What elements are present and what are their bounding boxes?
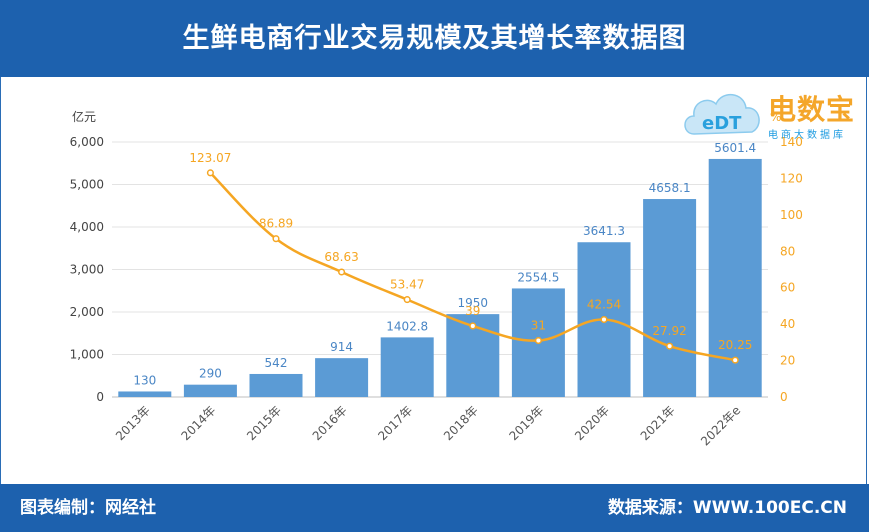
logo-name: 电数宝 <box>768 93 856 126</box>
x-tick-label: 2016年 <box>310 403 350 443</box>
growth-rate-label: 39 <box>465 304 480 318</box>
y-right-tick-label: 80 <box>780 244 795 258</box>
y-right-unit: % <box>770 110 781 124</box>
footer-source: 数据来源：WWW.100EC.CN <box>607 498 847 518</box>
x-tick-label: 2013年 <box>113 403 153 443</box>
cloud-logo-icon: eDT <box>684 94 760 135</box>
growth-rate-point <box>403 296 411 304</box>
growth-rate-label: 86.89 <box>259 217 293 231</box>
growth-rate-point <box>206 169 214 177</box>
y-right-tick-label: 120 <box>780 171 803 185</box>
x-tick-label: 2015年 <box>244 403 284 443</box>
growth-rate-point <box>600 315 608 324</box>
y-right-tick-label: 40 <box>780 317 795 331</box>
growth-rate-label: 27.92 <box>652 324 686 338</box>
y-left-tick-label: 3,000 <box>70 263 104 277</box>
growth-rate-label: 53.47 <box>390 278 424 292</box>
growth-rate-label: 42.54 <box>587 298 621 312</box>
bar <box>183 384 237 397</box>
growth-rate-point <box>666 342 674 350</box>
chart: 0 1,000 2,000 3,000 4,000 5,000 6,000 0 20 40 60 80… <box>70 109 803 448</box>
y-left-tick-label: 6,000 <box>70 135 104 149</box>
x-tick-label: 2021年 <box>638 403 678 443</box>
bar <box>380 337 434 397</box>
bar <box>118 391 172 397</box>
bar-value-label: 2554.5 <box>517 270 559 284</box>
x-tick-label: 2017年 <box>375 403 415 443</box>
logo: eDT 电数宝 电商大数据库 <box>680 82 869 152</box>
bar <box>249 373 303 397</box>
growth-rate-point <box>731 356 739 364</box>
logo-subtitle: 电商大数据库 <box>768 130 846 141</box>
growth-rate-label: 20.25 <box>718 338 752 352</box>
bar-value-label: 290 <box>199 367 222 381</box>
y-right-tick-label: 0 <box>780 390 788 404</box>
footer-credit: 图表编制：网经社 <box>20 498 156 518</box>
y-right-tick-label: 140 <box>780 135 803 149</box>
page-title: 生鲜电商行业交易规模及其增长率数据图 <box>182 23 687 54</box>
y-right-tick-label: 20 <box>780 354 795 368</box>
bar-value-label: 5601.4 <box>714 141 756 155</box>
bar <box>643 199 697 397</box>
bar-value-label: 1402.8 <box>386 319 428 333</box>
growth-rate-point <box>534 336 542 345</box>
bar-value-label: 1950 <box>458 296 489 310</box>
x-tick-label: 2018年 <box>441 403 481 443</box>
x-tick-label: 2019年 <box>507 403 547 443</box>
growth-rate-label: 31 <box>531 319 546 333</box>
bar-value-label: 914 <box>330 340 353 354</box>
growth-rate-label: 68.63 <box>324 250 358 264</box>
y-left-unit: 亿元 <box>72 109 96 124</box>
bar-value-label: 4658.1 <box>649 181 691 195</box>
bar-value-label: 130 <box>133 373 156 387</box>
y-left-tick-label: 0 <box>96 390 104 404</box>
y-left-tick-label: 1,000 <box>70 348 104 362</box>
footer-bar <box>0 484 869 532</box>
y-right-tick-label: 60 <box>780 281 795 295</box>
growth-rate-point <box>272 235 280 243</box>
bar <box>315 358 369 397</box>
y-left-tick-label: 5,000 <box>70 178 104 192</box>
bar-value-label: 542 <box>265 356 288 370</box>
y-right-tick-label: 100 <box>780 208 803 222</box>
x-tick-label: 2022年e <box>698 403 743 448</box>
x-tick-label: 2014年 <box>179 403 219 443</box>
bar-value-label: 3641.3 <box>583 224 625 238</box>
y-left-tick-label: 4,000 <box>70 220 104 234</box>
header-bar <box>0 0 869 77</box>
growth-rate-point <box>338 268 346 276</box>
y-left-tick-label: 2,000 <box>70 305 104 319</box>
x-tick-label: 2020年 <box>572 403 612 443</box>
logo-badge: eDT <box>702 113 742 134</box>
growth-rate-point <box>469 322 477 330</box>
growth-rate-label: 123.07 <box>189 151 231 165</box>
